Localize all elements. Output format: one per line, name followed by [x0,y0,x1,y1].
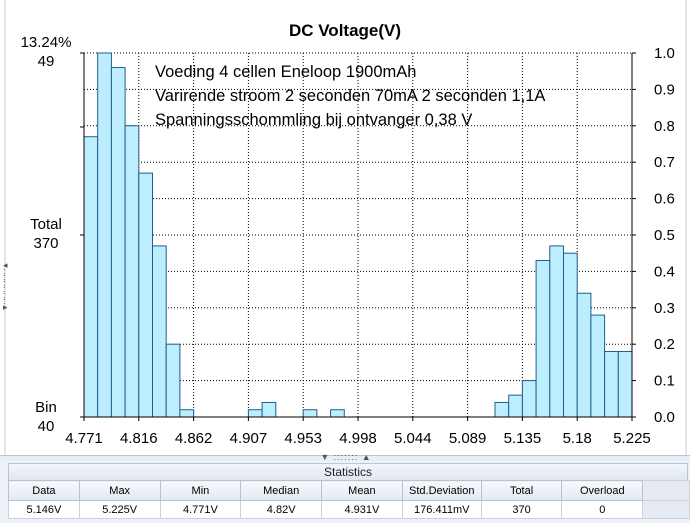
histogram-bar[interactable] [124,125,140,418]
header-data[interactable]: Data [8,480,80,501]
left-axis-top-percent: 13.24% [21,34,72,51]
y-tick-label: 0.1 [654,373,675,390]
histogram-bar[interactable] [549,245,564,418]
y-tick-label: 0.5 [654,227,675,244]
statistics-table: Data Max Min Median Mean Std.Deviation T… [8,480,690,519]
x-tick-label: 4.862 [175,430,213,447]
statistics-title[interactable]: Statistics [8,463,688,481]
value-overload[interactable]: 0 [561,500,644,519]
x-tick-label: 4.998 [339,430,377,447]
y-tick-label: 0.6 [654,191,675,208]
histogram-bar[interactable] [261,401,277,418]
chart-annotation-1: Voeding 4 cellen Eneloop 1900mAh [155,63,416,81]
statistics-value-row: 5.146V 5.225V 4.771V 4.82V 4.931V 176.41… [8,500,690,519]
header-overload[interactable]: Overload [561,480,644,501]
statistics-header-row: Data Max Min Median Mean Std.Deviation T… [8,480,690,501]
header-std-deviation[interactable]: Std.Deviation [401,480,482,501]
x-tick-label: 5.135 [504,430,542,447]
x-tick-label: 5.089 [449,430,487,447]
histogram-bar[interactable] [494,401,510,418]
value-std-deviation[interactable]: 176.411mV [401,500,482,519]
histogram-bar[interactable] [590,314,606,418]
header-max[interactable]: Max [78,480,161,501]
splitter-grip-icon[interactable]: ▼ ::::::: ▲ [320,452,372,462]
left-axis-bin-value: 40 [38,418,55,435]
value-mean[interactable]: 4.931V [321,500,403,519]
histogram-bar[interactable] [604,350,619,418]
histogram-bar[interactable] [508,394,523,418]
header-min[interactable]: Min [159,480,242,501]
chart-title: DC Voltage(V) [289,21,401,40]
left-axis-total-label: Total [30,216,62,233]
left-axis-bin-label: Bin [35,399,57,416]
value-filler [642,500,690,519]
value-data[interactable]: 5.146V [8,500,80,519]
histogram-bar[interactable] [302,409,318,418]
chart-annotation-3: Spanningsschommling bij ontvanger 0,38 V [155,111,472,129]
y-tick-label: 0.2 [654,336,675,353]
histogram-bar[interactable] [330,409,345,418]
x-tick-label: 4.907 [230,430,268,447]
left-axis-top-count: 49 [38,53,55,70]
x-tick-label: 5.18 [563,430,592,447]
histogram-bar[interactable] [576,292,592,418]
header-total[interactable]: Total [480,480,563,501]
x-tick-label: 4.953 [284,430,322,447]
histogram-bar[interactable] [535,259,551,418]
histogram-bar[interactable] [138,172,154,418]
chart-area: DC Voltage(V) 13.24% 49 Total 370 Bin 40 1.0 0.9… [3,0,687,455]
histogram-bar[interactable] [247,409,263,418]
histogram-bar[interactable] [521,380,537,418]
header-mean[interactable]: Mean [321,480,403,501]
x-tick-label: 4.816 [120,430,158,447]
value-total[interactable]: 370 [480,500,563,519]
chart-annotation-2: Varirende stroom 2 seconden 70mA 2 secon… [155,87,545,105]
histogram-bar[interactable] [563,252,578,418]
histogram-chart: DC Voltage(V) 13.24% 49 Total 370 Bin 40 1.0 0.9… [4,0,687,455]
x-tick-label: 5.225 [613,430,651,447]
y-tick-label: 0.0 [654,409,675,426]
y-tick-label: 1.0 [654,45,675,62]
statistics-panel: Statistics Data Max Min Median Mean Std.… [0,461,690,523]
left-resize-grip[interactable]: ◂:::::: ▸ [3,260,8,312]
histogram-bar[interactable] [165,343,181,418]
left-axis-total-value: 370 [33,235,58,252]
y-tick-label: 0.7 [654,154,675,171]
x-tick-label: 4.771 [65,430,103,447]
panel-splitter[interactable]: ▼ ::::::: ▲ [0,452,690,462]
histogram-bar[interactable] [83,136,99,418]
histogram-bar[interactable] [152,245,167,418]
y-tick-label: 0.4 [654,263,675,280]
histogram-bar[interactable] [617,350,633,418]
y-tick-label: 0.9 [654,81,675,98]
y-tick-label: 0.8 [654,118,675,135]
x-tick-label: 5.044 [394,430,432,447]
value-max[interactable]: 5.225V [78,500,161,519]
value-median[interactable]: 4.82V [240,500,323,519]
histogram-bar[interactable] [110,67,126,418]
header-median[interactable]: Median [240,480,323,501]
header-filler [642,480,690,501]
value-min[interactable]: 4.771V [159,500,242,519]
y-tick-label: 0.3 [654,300,675,317]
histogram-bar[interactable] [179,409,195,418]
histogram-bar[interactable] [97,52,112,418]
